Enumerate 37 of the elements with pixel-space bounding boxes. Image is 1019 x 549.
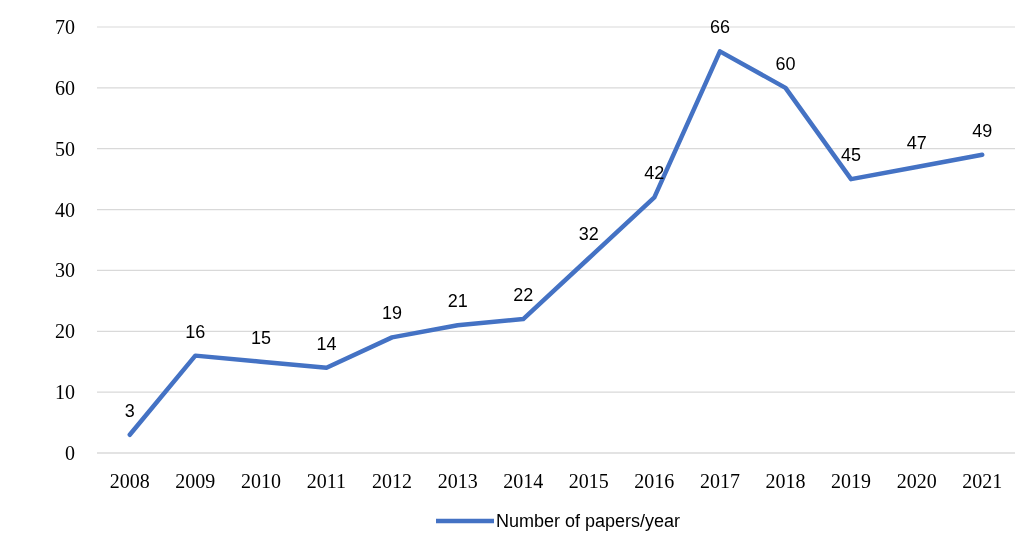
- data-label: 66: [709, 17, 730, 38]
- x-tick-label: 2008: [109, 470, 150, 492]
- data-label: 15: [250, 327, 271, 348]
- y-tick-label: 20: [55, 320, 75, 343]
- y-tick-label: 70: [55, 16, 75, 38]
- data-label: 22: [513, 285, 534, 306]
- x-tick-label: 2018: [765, 470, 806, 492]
- y-tick-label: 50: [55, 137, 75, 160]
- x-tick-label: 2014: [503, 470, 544, 492]
- y-tick-label: 40: [55, 198, 75, 221]
- x-tick-label: 2012: [372, 470, 413, 492]
- x-tick-label: 2017: [699, 470, 740, 492]
- y-tick-label: 10: [55, 381, 75, 404]
- y-tick-label: 0: [65, 442, 75, 464]
- data-label: 49: [972, 120, 993, 141]
- x-tick-label: 2015: [568, 470, 609, 492]
- x-tick-label: 2010: [240, 470, 281, 492]
- data-label: 45: [841, 145, 862, 166]
- legend-label: Number of papers/year: [496, 511, 681, 532]
- data-label: 60: [775, 53, 796, 74]
- x-tick-label: 2020: [896, 470, 937, 492]
- data-label: 14: [316, 333, 337, 354]
- x-tick-label: 2016: [634, 470, 675, 492]
- data-label: 19: [382, 303, 403, 324]
- data-label: 21: [447, 291, 468, 312]
- data-label: 42: [644, 163, 665, 184]
- data-label: 32: [578, 224, 599, 245]
- y-tick-label: 60: [55, 76, 75, 99]
- x-tick-label: 2019: [831, 470, 872, 492]
- data-label: 3: [124, 400, 135, 421]
- data-label: 16: [185, 321, 206, 342]
- x-tick-label: 2013: [437, 470, 478, 492]
- y-tick-label: 30: [55, 259, 75, 282]
- data-label: 47: [906, 132, 927, 153]
- x-tick-label: 2009: [175, 470, 216, 492]
- x-tick-label: 2021: [962, 470, 1003, 492]
- x-tick-label: 2011: [306, 470, 347, 492]
